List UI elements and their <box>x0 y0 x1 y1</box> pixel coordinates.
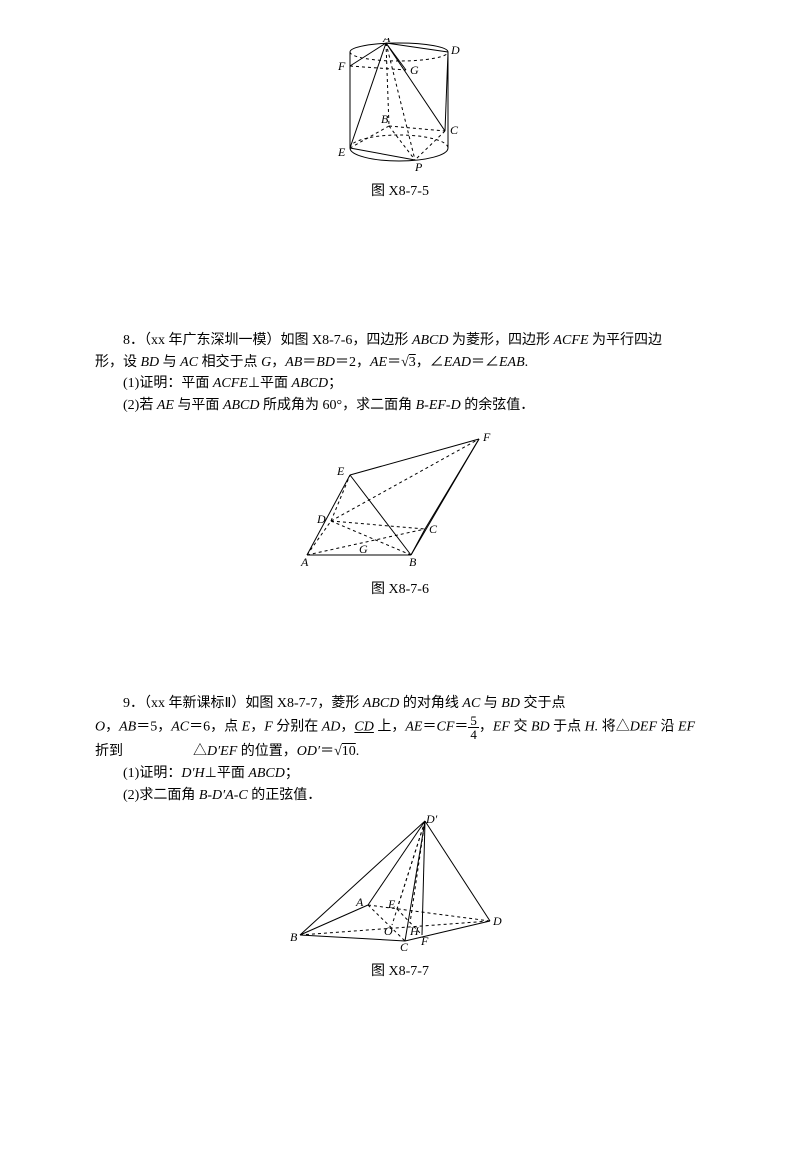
svg-text:B: B <box>290 930 298 944</box>
svg-text:A: A <box>300 555 309 569</box>
figure-5-svg: A D F G B C E P <box>325 38 475 173</box>
q9-line2: O，AB＝5，AC＝6，点 E，F 分别在 AD，CD 上，AE＝CF＝54，E… <box>95 714 730 741</box>
q8-part2: (2)若 AE 与平面 ABCD 所成角为 60°，求二面角 B-EF-D 的余… <box>95 395 730 417</box>
svg-text:G: G <box>359 542 368 556</box>
q9-part1: (1)证明：D′H⊥平面 ABCD； <box>95 763 730 785</box>
svg-text:C: C <box>450 123 459 137</box>
svg-text:E: E <box>336 464 345 478</box>
svg-text:C: C <box>429 522 438 536</box>
figure-6-svg: A B G D C E F <box>295 421 505 571</box>
svg-text:D: D <box>450 43 460 57</box>
svg-text:P: P <box>414 160 423 173</box>
svg-text:D′: D′ <box>425 813 438 826</box>
q9-line1: 9．（xx 年新课标Ⅱ）如图 X8-7-7，菱形 ABCD 的对角线 AC 与 … <box>95 693 730 715</box>
svg-text:A: A <box>355 895 364 909</box>
q8-line2: 形，设 BD 与 AC 相交于点 G，AB＝BD＝2，AE＝√3，∠EAD＝∠E… <box>95 352 730 374</box>
svg-text:F: F <box>482 430 491 444</box>
svg-text:B: B <box>409 555 417 569</box>
figure-5: A D F G B C E P 图 X8-7-5 <box>0 38 800 200</box>
svg-text:E: E <box>387 897 396 911</box>
svg-text:F: F <box>420 934 429 948</box>
figure-7-svg: B C D A O E F H D′ <box>290 813 510 953</box>
svg-text:C: C <box>400 940 409 953</box>
figure-6: A B G D C E F 图 X8-7-6 <box>0 421 800 598</box>
svg-text:G: G <box>410 63 419 77</box>
svg-text:B: B <box>381 112 389 126</box>
figure-6-caption: 图 X8-7-6 <box>0 578 800 598</box>
svg-text:D: D <box>492 914 502 928</box>
svg-text:D: D <box>316 512 326 526</box>
q8-line1: 8．（xx 年广东深圳一模）如图 X8-7-6，四边形 ABCD 为菱形，四边形… <box>95 330 730 352</box>
question-8: 8．（xx 年广东深圳一模）如图 X8-7-6，四边形 ABCD 为菱形，四边形… <box>0 330 800 417</box>
svg-text:A: A <box>382 38 391 45</box>
q9-line3: 折到 △D′EF 的位置，OD′＝√10. <box>95 741 730 763</box>
svg-text:F: F <box>337 59 346 73</box>
svg-text:H: H <box>409 924 420 938</box>
svg-text:O: O <box>384 924 393 938</box>
question-9: 9．（xx 年新课标Ⅱ）如图 X8-7-7，菱形 ABCD 的对角线 AC 与 … <box>0 693 800 807</box>
q8-part1: (1)证明：平面 ACFE⊥平面 ABCD； <box>95 373 730 395</box>
svg-text:E: E <box>337 145 346 159</box>
figure-7: B C D A O E F H D′ 图 X8-7-7 <box>0 813 800 980</box>
figure-5-caption: 图 X8-7-5 <box>0 180 800 200</box>
q9-part2: (2)求二面角 B-D′A-C 的正弦值． <box>95 785 730 807</box>
figure-7-caption: 图 X8-7-7 <box>0 960 800 980</box>
